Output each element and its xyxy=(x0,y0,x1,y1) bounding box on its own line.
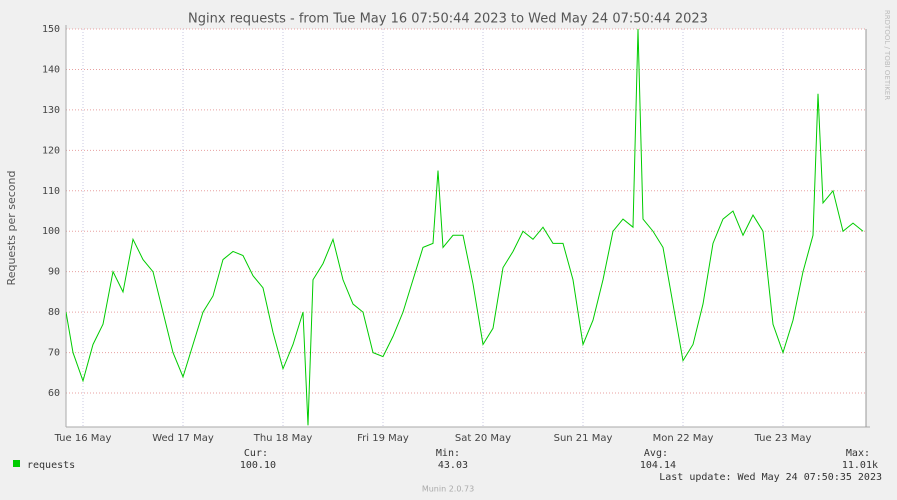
x-tick-label: Wed 17 May xyxy=(152,433,214,444)
x-tick-label: Mon 22 May xyxy=(653,433,714,444)
y-tick-label: 140 xyxy=(42,64,60,75)
legend-label: requests xyxy=(27,460,75,471)
y-tick-label: 70 xyxy=(48,348,60,359)
y-axis-label: Requests per second xyxy=(5,171,18,286)
stat-value: 100.10 xyxy=(240,460,276,471)
y-tick-label: 80 xyxy=(48,307,60,318)
y-tick-label: 60 xyxy=(48,388,60,399)
x-tick-label: Sun 21 May xyxy=(554,433,613,444)
y-tick-label: 100 xyxy=(42,226,60,237)
stat-header: Cur: xyxy=(244,448,268,459)
stat-value: 43.03 xyxy=(438,460,468,471)
y-tick-label: 90 xyxy=(48,267,60,278)
x-tick-label: Tue 16 May xyxy=(54,433,112,444)
stat-header: Avg: xyxy=(644,448,668,459)
legend-swatch xyxy=(13,460,20,467)
x-tick-label: Thu 18 May xyxy=(253,433,313,444)
y-tick-label: 130 xyxy=(42,105,60,116)
y-tick-label: 110 xyxy=(42,186,60,197)
last-update: Last update: Wed May 24 07:50:35 2023 xyxy=(659,472,882,483)
series-line xyxy=(66,29,864,426)
stat-header: Min: xyxy=(436,448,460,459)
y-tick-label: 120 xyxy=(42,145,60,156)
y-tick-label: 150 xyxy=(42,24,60,35)
x-tick-label: Fri 19 May xyxy=(357,433,409,444)
x-tick-label: Tue 23 May xyxy=(754,433,812,444)
x-tick-label: Sat 20 May xyxy=(455,433,511,444)
footer: Munin 2.0.73 xyxy=(422,485,474,494)
chart-title: Nginx requests - from Tue May 16 07:50:4… xyxy=(188,12,708,27)
side-label: RRDTOOL / TOBI OETIKER xyxy=(883,10,891,100)
stat-value: 104.14 xyxy=(640,460,676,471)
stat-header: Max: xyxy=(846,448,870,459)
plot-area xyxy=(66,29,866,427)
stat-value: 11.01k xyxy=(842,460,878,471)
